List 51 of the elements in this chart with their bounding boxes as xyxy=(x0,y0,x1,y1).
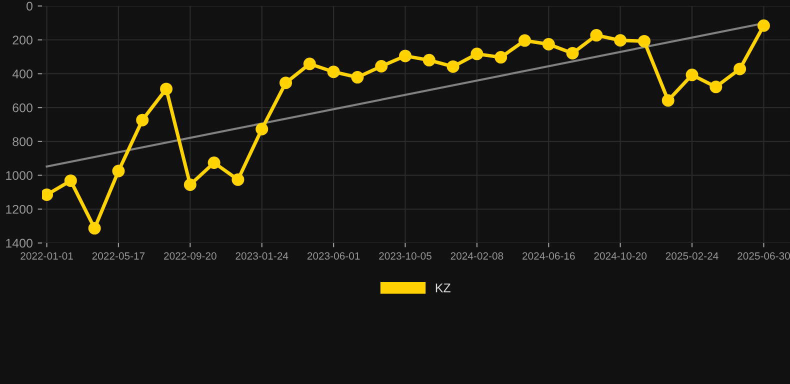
point xyxy=(64,174,77,187)
point xyxy=(757,19,770,32)
x-tick-label: 2022-05-17 xyxy=(92,252,145,260)
point xyxy=(422,54,436,66)
point xyxy=(327,66,340,78)
y-tick-label: 1000 xyxy=(6,171,32,180)
point xyxy=(590,29,603,42)
point xyxy=(662,94,674,107)
point xyxy=(232,173,244,186)
y-tick-label: 600 xyxy=(12,103,32,112)
point xyxy=(566,46,579,60)
y-tick-label: 1200 xyxy=(6,204,32,214)
x-tick-label: 2023-10-05 xyxy=(379,252,432,260)
point xyxy=(710,80,722,94)
y-tick-label: 800 xyxy=(12,137,32,146)
x-tick-label: 2023-06-01 xyxy=(307,252,360,260)
y-tick-label: 400 xyxy=(12,70,32,78)
point xyxy=(470,48,484,60)
point xyxy=(734,62,746,76)
x-tick-label: 2023-01-24 xyxy=(236,252,288,260)
point xyxy=(303,58,316,70)
x-tick-label: 2022-01-01 xyxy=(20,252,73,260)
legend-label: KZ xyxy=(436,284,450,292)
point xyxy=(112,164,125,178)
point xyxy=(208,156,220,170)
point xyxy=(351,71,364,84)
point xyxy=(542,38,555,51)
point xyxy=(614,34,627,47)
point xyxy=(638,34,650,48)
y-tick-label: 200 xyxy=(12,36,32,45)
point xyxy=(42,188,54,202)
point xyxy=(398,50,412,62)
x-tick-label: 2024-02-08 xyxy=(450,252,504,260)
point xyxy=(446,60,460,73)
point xyxy=(184,178,196,192)
point xyxy=(494,51,508,64)
x-tick-label: 2025-02-24 xyxy=(666,252,718,260)
point xyxy=(136,114,149,126)
x-tick-label: 2025-06-30 xyxy=(738,252,790,260)
y-tick-label: 0 xyxy=(26,2,32,11)
point xyxy=(160,82,173,96)
x-tick-label: 2024-06-16 xyxy=(522,252,575,260)
y-tick-label: 1400 xyxy=(6,238,32,248)
x-tick-label: 2022-09-20 xyxy=(164,252,216,260)
point xyxy=(686,68,698,82)
point xyxy=(88,222,101,235)
point xyxy=(280,76,292,90)
point xyxy=(256,122,268,136)
point xyxy=(518,34,531,47)
point xyxy=(375,60,388,73)
x-tick-label: 2024-10-20 xyxy=(594,252,647,260)
